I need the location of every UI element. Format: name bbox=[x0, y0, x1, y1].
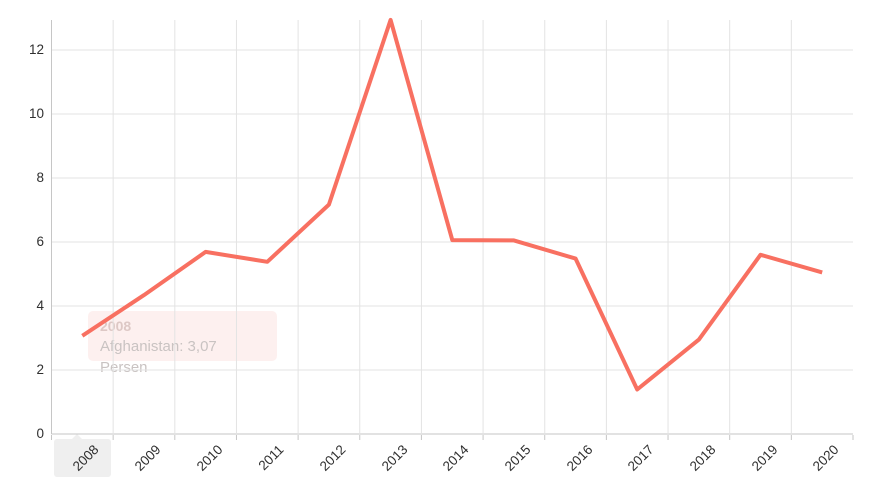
x-axis-hover-highlight bbox=[53, 434, 111, 477]
x-axis-label-2020: 2020 bbox=[809, 442, 842, 474]
x-axis-label-2019: 2019 bbox=[748, 442, 781, 474]
x-axis-label-2009: 2009 bbox=[131, 442, 164, 474]
x-axis-label-2017: 2017 bbox=[624, 442, 657, 474]
tooltip-series-value: Afghanistan: 3,07 Persen bbox=[100, 338, 217, 376]
y-axis-label: 6 bbox=[36, 234, 44, 249]
x-axis-label-2011: 2011 bbox=[255, 442, 287, 474]
y-axis-label: 0 bbox=[36, 426, 44, 441]
y-axis-label: 4 bbox=[36, 298, 44, 313]
x-axis-label-2018: 2018 bbox=[686, 442, 719, 474]
x-axis-label-2012: 2012 bbox=[316, 442, 349, 474]
x-axis-label-2010: 2010 bbox=[193, 442, 226, 474]
y-axis-label: 10 bbox=[28, 106, 44, 121]
y-axis-label: 2 bbox=[36, 362, 44, 377]
x-axis-label-2014: 2014 bbox=[440, 442, 472, 474]
y-axis-label: 12 bbox=[28, 42, 44, 57]
tooltip-title: 2008 bbox=[100, 318, 132, 334]
highlight-notch-icon bbox=[71, 434, 82, 439]
tooltip: 2008 Afghanistan: 3,07 Persen bbox=[88, 311, 277, 376]
x-axis-label-2015: 2015 bbox=[501, 442, 534, 474]
y-axis-label: 8 bbox=[36, 170, 44, 185]
x-axis-label-2016: 2016 bbox=[563, 442, 596, 474]
x-axis-label-2013: 2013 bbox=[378, 442, 411, 474]
